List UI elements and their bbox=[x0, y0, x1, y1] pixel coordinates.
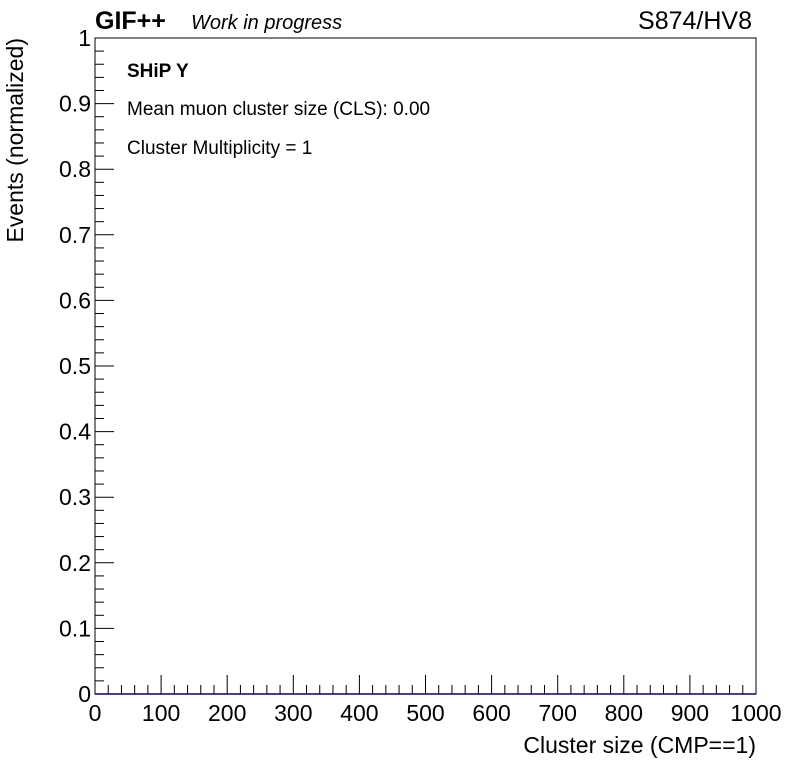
y-tick-label: 1 bbox=[78, 25, 91, 51]
x-axis: 0 100 200 300 400 500 600 700 800 900 1000 bbox=[89, 675, 782, 726]
x-tick-label: 300 bbox=[274, 700, 312, 726]
y-axis: 0 0.1 0.2 0.3 0.4 0.5 0.6 0.7 0.8 0.9 1 bbox=[59, 25, 114, 707]
y-tick-label: 0.7 bbox=[59, 222, 91, 248]
x-tick-label: 600 bbox=[472, 700, 510, 726]
y-tick-label: 0 bbox=[78, 681, 91, 707]
x-tick-label: 1000 bbox=[730, 700, 781, 726]
y-tick-label: 0.1 bbox=[59, 615, 91, 641]
x-tick-label: 0 bbox=[89, 700, 102, 726]
y-tick-label: 0.9 bbox=[59, 91, 91, 117]
x-tick-label: 800 bbox=[605, 700, 643, 726]
x-tick-label: 100 bbox=[142, 700, 180, 726]
multiplicity-annotation: Cluster Multiplicity = 1 bbox=[127, 138, 312, 159]
y-tick-label: 0.4 bbox=[59, 419, 91, 445]
status-label: Work in progress bbox=[191, 12, 342, 34]
x-axis-title: Cluster size (CMP==1) bbox=[523, 732, 756, 758]
y-tick-label: 0.3 bbox=[59, 484, 91, 510]
experiment-label: GIF++ bbox=[95, 7, 166, 35]
plot-frame bbox=[94, 37, 757, 695]
mean-cls-annotation: Mean muon cluster size (CLS): 0.00 bbox=[127, 99, 430, 120]
y-tick-label: 0.5 bbox=[59, 353, 91, 379]
y-tick-label: 0.6 bbox=[59, 287, 91, 313]
plot-title: SHiP Y bbox=[127, 61, 189, 82]
x-tick-label: 200 bbox=[208, 700, 246, 726]
y-tick-label: 0.8 bbox=[59, 156, 91, 182]
x-tick-label: 700 bbox=[539, 700, 577, 726]
x-tick-label: 900 bbox=[671, 700, 709, 726]
y-axis-title: Events (normalized) bbox=[2, 38, 28, 243]
y-tick-label: 0.2 bbox=[59, 550, 91, 576]
run-label: S874/HV8 bbox=[638, 7, 752, 35]
x-tick-label: 400 bbox=[340, 700, 378, 726]
x-tick-label: 500 bbox=[406, 700, 444, 726]
